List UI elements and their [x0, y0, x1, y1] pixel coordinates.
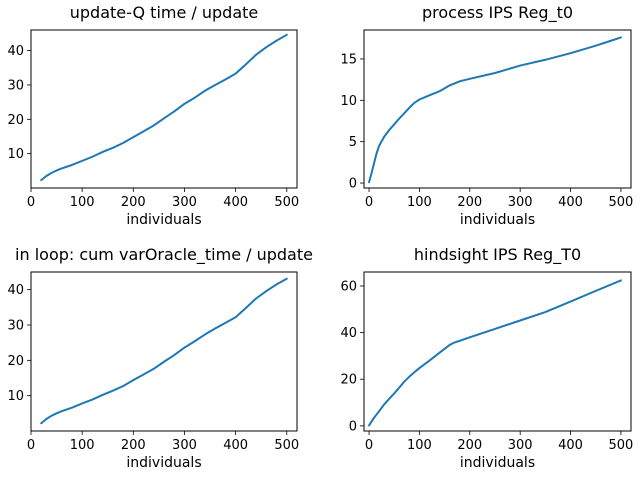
series-line [368, 279, 622, 427]
plot-frame [30, 29, 298, 189]
x-tick-label: 0 [27, 438, 35, 453]
x-tick-label: 300 [508, 438, 533, 453]
x-tick-label: 500 [274, 438, 299, 453]
series-line [368, 36, 622, 184]
x-tick-label: 100 [407, 195, 432, 210]
y-tick-label: 5 [349, 135, 357, 150]
x-tick-label: 500 [274, 195, 299, 210]
x-tick-label: 300 [172, 195, 197, 210]
y-tick-label: 0 [349, 177, 357, 192]
y-tick-label: 15 [340, 52, 357, 67]
x-tick-label: 0 [365, 195, 373, 210]
x-axis-label: individuals [460, 212, 535, 228]
x-tick-label: 200 [121, 438, 146, 453]
x-tick-label: 0 [27, 195, 35, 210]
y-tick-label: 0 [349, 419, 357, 434]
chart-update-q-time: update-Q time / update 0 100 200 300 400 500 10… [7, 3, 299, 228]
chart-title: hindsight IPS Reg_T0 [414, 245, 581, 265]
x-tick-label: 300 [172, 438, 197, 453]
x-tick-label: 400 [223, 438, 248, 453]
chart-hindsight-ips-reg-t0: hindsight IPS Reg_T0 0 100 200 300 400 500 0 20 4… [340, 245, 633, 471]
y-tick-label: 40 [7, 283, 24, 298]
x-tick-label: 200 [121, 195, 146, 210]
x-tick-label: 500 [609, 195, 634, 210]
y-tick-label: 10 [7, 389, 24, 404]
chart-title: process IPS Reg_t0 [422, 3, 573, 23]
x-tick-label: 300 [508, 195, 533, 210]
chart-title: update-Q time / update [70, 3, 259, 22]
x-axis-label: individuals [460, 455, 535, 471]
x-axis-label: individuals [126, 212, 201, 228]
chart-process-ips-reg-t0: process IPS Reg_t0 0 100 200 300 400 500 0 5 10 15… [340, 3, 633, 228]
x-tick-label: 100 [70, 195, 95, 210]
chart-title: in loop: cum varOracle_time / update [15, 245, 313, 265]
x-tick-label: 400 [558, 438, 583, 453]
x-tick-label: 200 [457, 195, 482, 210]
x-tick-label: 400 [223, 195, 248, 210]
series-line [40, 277, 288, 425]
series-line [40, 33, 288, 182]
plot-frame [30, 271, 298, 432]
plot-frame [363, 271, 632, 432]
y-tick-label: 40 [340, 326, 357, 341]
x-tick-label: 0 [365, 438, 373, 453]
y-tick-label: 60 [340, 279, 357, 294]
y-tick-label: 20 [340, 373, 357, 388]
chart-in-loop-cum-varoracle-time: in loop: cum varOracle_time / update 0 100… [7, 245, 313, 471]
y-tick-label: 10 [340, 94, 357, 109]
x-tick-label: 100 [70, 438, 95, 453]
y-tick-label: 30 [7, 78, 24, 93]
x-tick-label: 100 [407, 438, 432, 453]
x-axis-label: individuals [126, 455, 201, 471]
y-tick-label: 20 [7, 354, 24, 369]
y-tick-label: 40 [7, 44, 24, 59]
y-tick-label: 20 [7, 113, 24, 128]
x-tick-label: 500 [609, 438, 634, 453]
y-tick-label: 10 [7, 147, 24, 162]
x-tick-label: 400 [558, 195, 583, 210]
y-tick-label: 30 [7, 319, 24, 334]
x-tick-label: 200 [457, 438, 482, 453]
plot-frame [363, 29, 632, 189]
